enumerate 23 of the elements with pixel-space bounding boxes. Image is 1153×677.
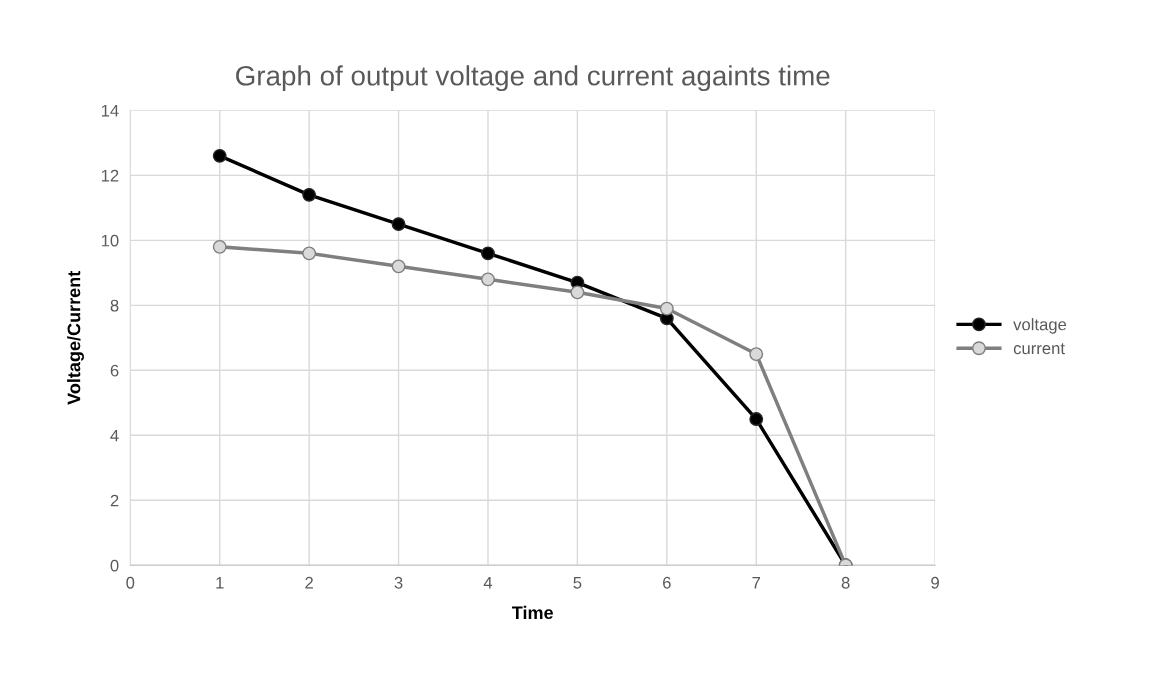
y-tick-label: 2	[110, 494, 119, 507]
y-tick-label: 8	[110, 299, 119, 312]
x-tick-label: 6	[663, 576, 671, 589]
x-tick-label: 3	[394, 576, 403, 589]
chart-title: Graph of output voltage and current againts time	[236, 65, 830, 92]
legend-label: current	[1013, 343, 1065, 355]
x-tick-label: 2	[305, 576, 313, 589]
y-tick-label: 12	[101, 169, 119, 182]
x-axis-title: Time	[511, 605, 553, 620]
y-tick-label: 14	[101, 104, 119, 117]
x-tick-label: 9	[931, 576, 939, 589]
y-tick-label: 0	[110, 559, 119, 572]
y-axis-title: Voltage/Current	[67, 270, 84, 405]
x-tick-label: 5	[573, 577, 582, 589]
x-tick-label: 4	[483, 577, 493, 589]
x-tick-label: 1	[216, 577, 224, 589]
x-tick-label: 0	[126, 576, 135, 589]
y-tick-label: 4	[110, 429, 119, 442]
x-tick-label: 8	[841, 576, 850, 589]
y-tick-label: 10	[101, 234, 119, 247]
legend-label: voltage	[1013, 318, 1067, 334]
x-tick-label: 7	[752, 577, 761, 589]
y-tick-label: 6	[110, 364, 119, 377]
